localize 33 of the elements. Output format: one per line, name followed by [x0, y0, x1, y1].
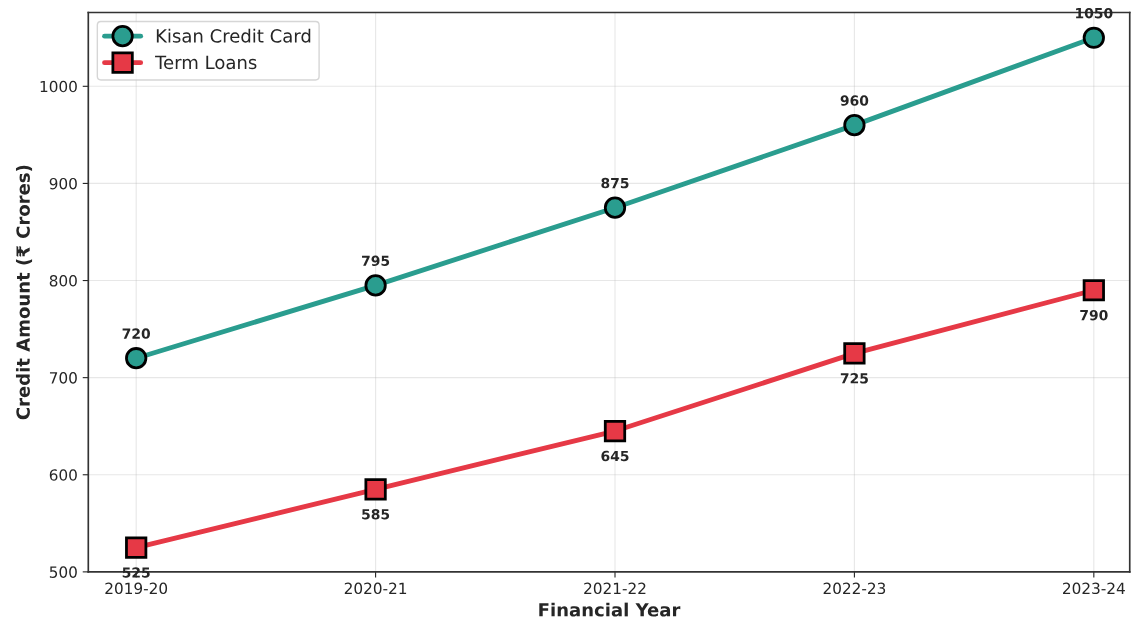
y-tick-label: 800 [49, 275, 77, 287]
y-tick-label: 700 [49, 372, 77, 384]
legend-label: Kisan Credit Card [156, 28, 311, 43]
point [125, 347, 148, 370]
y-tick-label: 600 [49, 469, 77, 481]
point [364, 274, 387, 297]
point [843, 114, 866, 137]
point [603, 196, 627, 219]
data-label: 645 [601, 450, 629, 462]
x-tick-label: 2020-21 [344, 582, 407, 595]
point [1082, 26, 1105, 49]
legend-label: Term Loans [155, 55, 257, 70]
y-tick-label: 1000 [40, 80, 77, 93]
y-tick-label: 500 [49, 566, 77, 578]
data-label: 875 [601, 177, 629, 189]
x-tick-label: 2023-24 [1063, 582, 1125, 595]
point [364, 478, 387, 501]
x-tick-label: 2022-23 [823, 582, 886, 595]
data-label: 720 [122, 328, 151, 339]
y-tick-label: 900 [49, 177, 77, 190]
point [125, 536, 148, 559]
data-label: 795 [362, 255, 390, 267]
x-axis-title: Financial Year [539, 602, 681, 617]
x-tick-label: 2021-22 [584, 582, 646, 595]
data-label: 585 [362, 509, 390, 520]
point [843, 342, 866, 365]
data-label: 725 [840, 373, 868, 384]
x-tick-label: 2019-20 [105, 582, 168, 595]
y-axis-title: Credit Amount (₹ Crores) [15, 165, 33, 420]
point [603, 419, 627, 443]
point [1082, 279, 1105, 302]
data-label: 790 [1080, 309, 1108, 321]
data-label: 960 [840, 95, 869, 106]
